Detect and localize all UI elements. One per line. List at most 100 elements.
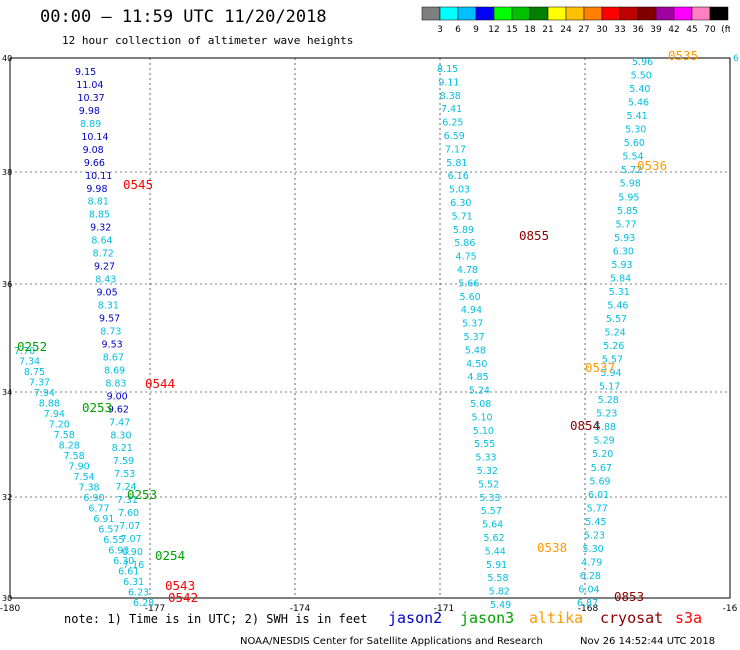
swh-value: 5.46 [607,300,628,311]
page-subtitle: 12 hour collection of altimeter wave hei… [62,34,354,47]
swh-value: 5.48 [465,345,486,356]
swh-value: 8.64 [91,236,112,247]
swh-value: 10.14 [81,132,108,143]
pass-time-label: 0254 [155,548,185,563]
swh-value: 6.87 [577,598,598,609]
swh-value: 6.28 [580,571,601,582]
swh-value: 9.53 [102,339,123,350]
swh-value: 5.44 [485,546,506,557]
swh-value: 10.37 [78,93,105,104]
swh-value: 4.50 [466,359,487,370]
swh-value: 6.90 [122,547,143,558]
swh-value: 8.28 [59,441,80,452]
scale-label: 30 [596,25,608,35]
pass-time-label: 0545 [123,177,153,192]
swh-value: 5.81 [446,158,467,169]
swh-value: 6.04 [578,584,599,595]
legend-jason3: jason3 [460,609,515,627]
swh-value: 5.71 [452,211,473,222]
swh-value: 5.17 [599,382,620,393]
swh-value: 5.60 [460,292,481,303]
swh-value: 7.94 [44,409,65,420]
legend-cryosat: cryosat [600,609,664,627]
pass-time-label: 0854 [570,418,600,433]
swh-value: 9.27 [94,262,115,273]
swh-value: 6.91 [93,514,114,525]
edge-value-label: 6 [733,54,739,64]
swh-value: 7.16 [123,560,144,571]
swh-value: 4.75 [456,252,477,263]
swh-value: 6.23 [128,588,149,599]
swh-value: 5.93 [611,260,632,271]
swh-value: 5.58 [487,573,508,584]
swh-value: 5.57 [481,506,502,517]
swh-value: 4.94 [461,305,482,316]
swh-value: 5.98 [620,179,641,190]
swh-value: 8.69 [104,365,125,376]
swh-value: 8.38 [440,91,461,102]
pass-time-label: 0252 [17,339,47,354]
scale-label: 18 [524,25,536,35]
scale-label: 9 [473,25,479,35]
swh-value: 7.59 [113,456,134,467]
legend-jason2: jason2 [388,609,443,627]
swh-value: 8.15 [437,64,458,75]
swh-value: 9.66 [84,158,105,169]
x-tick-label: -168 [578,604,599,614]
y-tick-label: 30 [2,594,12,603]
swh-value: 8.81 [88,197,109,208]
y-tick-label: 32 [2,493,12,502]
swh-value: 8.43 [95,275,116,286]
swh-value: 6.77 [88,504,109,515]
swh-value: 7.07 [120,534,141,545]
swh-value: 8.83 [105,378,126,389]
swh-value: 7.53 [114,469,135,480]
swh-value: 9.62 [108,404,129,415]
swh-value: 5.91 [486,560,507,571]
swh-value: 5.40 [629,84,650,95]
swh-value: 5.29 [594,436,615,447]
swh-value: 7.37 [29,378,50,389]
swh-value: 9.32 [90,223,111,234]
pass-time-label: 0543 [165,578,195,593]
swh-value: 5.10 [473,426,494,437]
swh-value: 9.05 [96,288,117,299]
swh-value: 5.08 [470,399,491,410]
swh-value: 5.77 [616,219,637,230]
pass-time-label: 0535 [668,48,698,63]
swh-value: 8.30 [110,430,131,441]
swh-value: 5.33 [479,493,500,504]
swh-value: 5.23 [596,409,617,420]
swh-value: 5.85 [617,206,638,217]
swh-value: 6.59 [444,131,465,142]
x-tick-label: -174 [290,604,311,614]
scale-label: 6 [455,25,461,35]
swh-value: 5.37 [462,319,483,330]
swh-value: 8.72 [93,249,114,260]
swh-value: 5.82 [489,587,510,598]
swh-value: 7.47 [109,417,130,428]
swh-value: 5.23 [584,530,605,541]
swh-value: 7.54 [74,472,95,483]
swh-value: 8.75 [24,367,45,378]
swh-value: 8.31 [98,301,119,312]
pass-time-label: 0542 [168,590,198,605]
swh-value: 6.31 [123,577,144,588]
swh-value: 5.20 [592,449,613,460]
swh-value: 5.30 [583,544,604,555]
swh-value: 9.98 [79,106,100,117]
footer-timestamp: Nov 26 14:52:44 UTC 2018 [580,636,716,647]
pass-time-label: 0853 [614,589,644,604]
swh-value: 6.25 [442,118,463,129]
swh-value: 5.55 [474,439,495,450]
swh-value: 7.07 [119,521,140,532]
swh-value: 7.20 [49,420,70,431]
swh-value: 5.52 [478,479,499,490]
swh-value: 5.95 [618,192,639,203]
swh-value: 5.24 [605,328,626,339]
swh-value: 5.57 [606,314,627,325]
swh-value: 5.89 [453,225,474,236]
swh-value: 4.79 [581,557,602,568]
scale-label: 12 [488,25,499,35]
